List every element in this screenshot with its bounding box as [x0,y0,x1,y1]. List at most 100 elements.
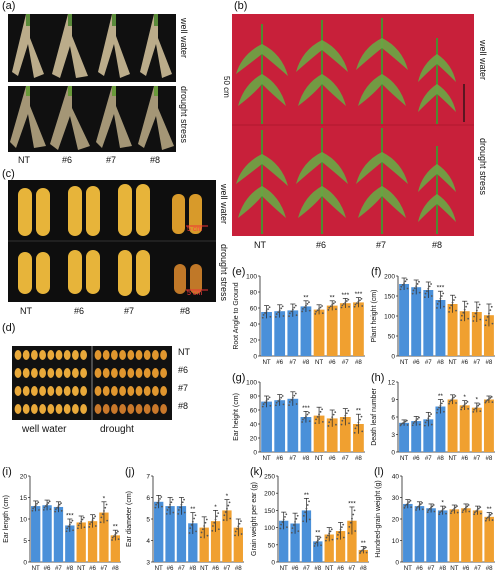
data-point [224,511,227,513]
significance-star: ** [361,540,367,547]
data-point [353,431,356,434]
data-point [353,509,356,512]
data-point [318,307,320,310]
data-point [319,306,322,309]
data-point [319,536,322,539]
cond-label-b-drought: drought stress [478,138,488,196]
data-point [466,302,469,305]
grain-kernel [127,386,135,396]
data-point [477,507,480,510]
data-point [303,306,306,309]
data-point [338,531,341,534]
data-point [348,305,350,308]
data-point [188,532,191,534]
data-point [443,305,445,308]
data-point [54,510,57,513]
panel-label-e: (e) [232,266,246,278]
data-point [463,403,466,406]
data-point [290,531,293,534]
data-point [268,306,271,309]
bar [483,315,494,356]
data-point [222,519,225,521]
grain-kernel [39,350,46,360]
y-axis-label: Ear diameter (cm) [126,491,133,547]
y-tick-label: 20 [392,517,400,524]
chart-root-angle: 0 20 40 60 80 100 Root Angle to Ground NT #6 #7 **… [233,274,365,366]
grain-kernel [47,368,55,378]
data-point [416,418,419,420]
data-point [294,521,296,523]
grain-kernel [31,386,38,396]
data-point [278,398,281,401]
data-point [341,304,344,307]
data-point [114,533,117,536]
data-point [306,302,309,305]
significance-star: ** [487,506,493,513]
y-tick-label: 15 [20,495,28,502]
data-point [490,395,493,398]
data-point [349,521,352,524]
x-tick-label: #6 [44,565,51,572]
data-point [154,506,157,509]
significance-star: * [463,394,466,401]
data-point [344,301,347,304]
data-point [357,421,360,424]
data-point [288,315,290,318]
data-point [409,499,412,502]
grain-kernel [14,404,22,414]
data-point [438,513,441,516]
data-point [285,513,288,516]
grain-kernel [160,386,168,396]
data-point [475,510,478,512]
data-point [460,319,463,322]
data-point [42,508,45,511]
x-tick-label: #8 [302,455,309,462]
bar [484,516,494,562]
data-point [347,298,350,301]
data-point [68,523,71,526]
genotype-label-c-7: #7 [124,306,135,316]
data-point [179,506,182,509]
bar [300,417,312,452]
panel-label-l: (l) [374,466,384,478]
data-point [291,527,294,530]
y-tick-label: 60 [250,408,258,415]
data-point [291,308,294,311]
data-point [57,505,60,508]
data-point [352,513,355,516]
data-point [155,503,157,506]
data-point [405,278,408,281]
data-point [160,496,163,498]
y-axis-label: Ear height (cm) [233,393,240,441]
scale-label-c-bottom: 5 cm [187,290,203,297]
data-point [267,398,269,400]
bar [165,506,175,562]
data-point [280,307,283,310]
data-point [213,521,216,524]
data-point [177,509,180,511]
grain-kernel [111,368,118,378]
data-point [417,505,420,508]
x-tick-label: #7 [428,565,435,572]
data-point [71,519,74,522]
data-point [400,285,403,288]
y-axis-label: Root Angle to Ground [233,282,240,349]
bar [261,401,272,452]
data-point [78,522,81,525]
data-point [165,512,168,515]
bar [471,312,482,356]
data-point [415,509,418,511]
data-point [423,296,426,299]
bar [435,300,446,356]
data-point [269,315,272,318]
grain-kernel [63,350,71,360]
root-photos-well [8,14,176,82]
genotype-label-b-7: #7 [376,240,387,250]
x-tick-label: NT [450,565,458,572]
x-tick-label: #7 [474,565,481,572]
data-point [183,498,185,501]
bar [176,506,187,562]
data-point [169,503,171,506]
data-point [328,306,331,309]
data-point [327,309,330,311]
